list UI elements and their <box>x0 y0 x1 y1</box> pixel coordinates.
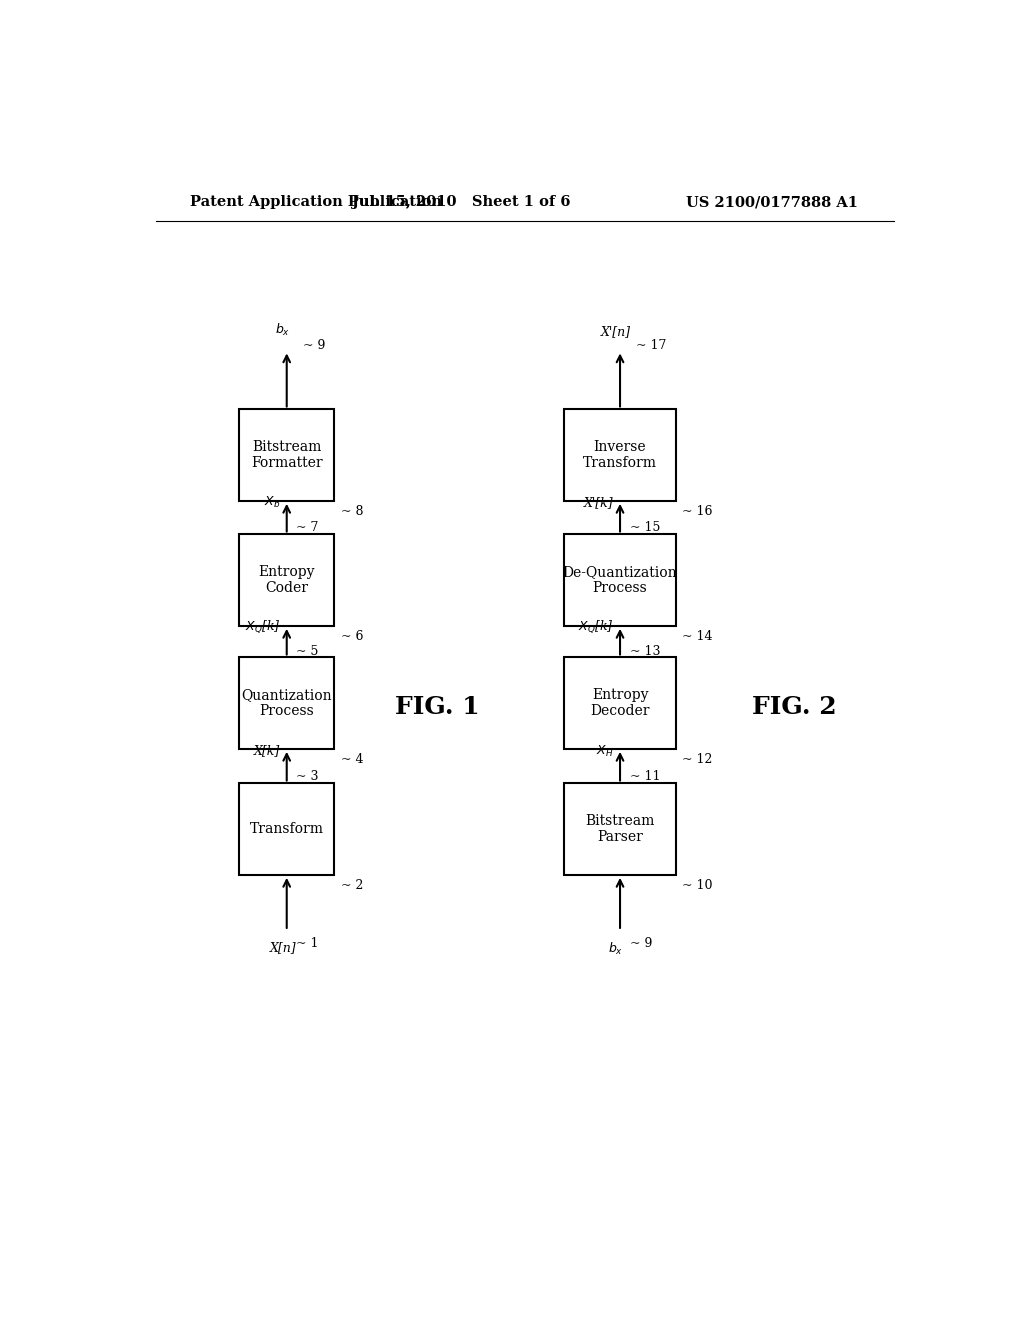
Text: US 2100/0177888 A1: US 2100/0177888 A1 <box>686 195 858 209</box>
Text: X'[k]: X'[k] <box>584 496 613 510</box>
Text: Entropy
Coder: Entropy Coder <box>258 565 315 595</box>
Text: ~ 15: ~ 15 <box>630 521 659 535</box>
Text: ~ 14: ~ 14 <box>682 630 713 643</box>
Text: $X_b$: $X_b$ <box>264 495 281 510</box>
Text: FIG. 2: FIG. 2 <box>753 696 837 719</box>
Text: Patent Application Publication: Patent Application Publication <box>189 195 442 209</box>
Text: ~ 3: ~ 3 <box>296 770 318 783</box>
Text: $X_Q$[k]: $X_Q$[k] <box>245 618 281 635</box>
Bar <box>240 409 334 500</box>
Text: X[k]: X[k] <box>254 744 281 758</box>
Bar <box>564 409 676 500</box>
Text: $b_x$: $b_x$ <box>275 322 291 338</box>
Bar <box>240 784 334 875</box>
Text: De-Quantization
Process: De-Quantization Process <box>563 565 677 595</box>
Text: ~ 9: ~ 9 <box>303 339 325 352</box>
Text: ~ 1: ~ 1 <box>296 937 318 949</box>
Text: ~ 6: ~ 6 <box>341 630 364 643</box>
Text: ~ 17: ~ 17 <box>636 339 667 352</box>
Text: $X_Q$[k]: $X_Q$[k] <box>578 618 613 635</box>
Bar <box>564 784 676 875</box>
Text: Quantization
Process: Quantization Process <box>242 688 332 718</box>
Bar <box>564 535 676 626</box>
Text: ~ 7: ~ 7 <box>296 521 318 535</box>
Text: $b_x$: $b_x$ <box>608 941 624 957</box>
Text: X[n]: X[n] <box>269 941 296 954</box>
Text: ~ 16: ~ 16 <box>682 504 713 517</box>
Text: ~ 11: ~ 11 <box>630 770 660 783</box>
Text: ~ 5: ~ 5 <box>296 645 318 659</box>
Text: Bitstream
Formatter: Bitstream Formatter <box>251 440 323 470</box>
Text: ~ 4: ~ 4 <box>341 752 364 766</box>
Text: ~ 10: ~ 10 <box>682 879 713 891</box>
Text: ~ 12: ~ 12 <box>682 752 713 766</box>
Bar <box>240 657 334 748</box>
Text: FIG. 1: FIG. 1 <box>395 696 480 719</box>
Text: $X_H$: $X_H$ <box>596 743 613 759</box>
Text: Inverse
Transform: Inverse Transform <box>583 440 657 470</box>
Text: Transform: Transform <box>250 822 324 837</box>
Text: ~ 13: ~ 13 <box>630 645 660 659</box>
Text: Entropy
Decoder: Entropy Decoder <box>590 688 650 718</box>
Bar <box>240 535 334 626</box>
Text: Jul. 15, 2010   Sheet 1 of 6: Jul. 15, 2010 Sheet 1 of 6 <box>352 195 570 209</box>
Text: ~ 2: ~ 2 <box>341 879 364 891</box>
Text: ~ 9: ~ 9 <box>630 937 652 949</box>
Text: X'[n]: X'[n] <box>601 325 631 338</box>
Bar <box>564 657 676 748</box>
Text: Bitstream
Parser: Bitstream Parser <box>586 814 654 845</box>
Text: ~ 8: ~ 8 <box>341 504 364 517</box>
